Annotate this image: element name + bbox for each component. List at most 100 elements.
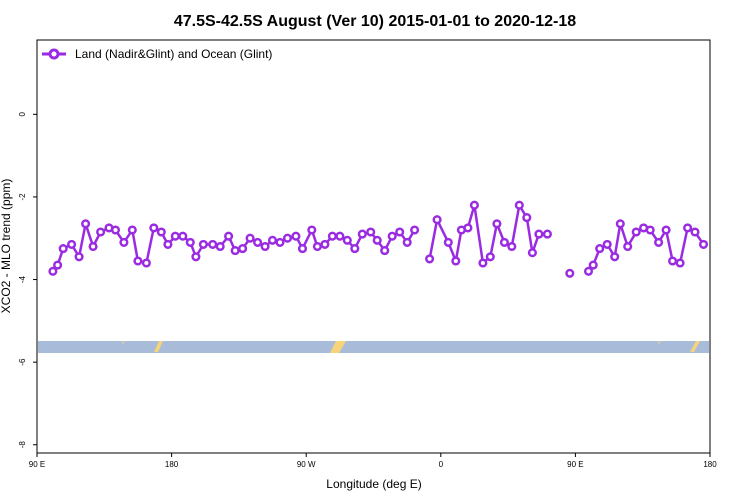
data-point-16 (163, 239, 173, 249)
data-point-1 (53, 260, 63, 270)
data-point-39 (335, 231, 345, 241)
data-point-55 (463, 223, 473, 233)
data-point-9 (110, 225, 121, 235)
data-point-0 (48, 266, 58, 276)
data-point-68 (583, 266, 594, 276)
data-point-75 (631, 227, 641, 237)
x-axis-label: Longitude (deg E) (326, 477, 421, 491)
data-point-37 (320, 239, 330, 249)
data-point-36 (312, 241, 322, 252)
data-point-64 (527, 248, 537, 258)
data-point-35 (307, 225, 317, 235)
data-point-56 (469, 200, 479, 210)
data-point-63 (522, 213, 532, 223)
data-point-59 (492, 219, 502, 229)
ocean-surface-band (38, 341, 709, 353)
y-tick-label-2: -4 (18, 275, 27, 283)
data-point-27 (245, 233, 255, 243)
data-point-74 (623, 241, 633, 252)
y-tick-label-0: 0 (18, 112, 27, 117)
data-point-69 (588, 260, 598, 270)
data-point-5 (81, 219, 91, 229)
data-point-47 (395, 227, 405, 237)
data-point-80 (668, 256, 678, 266)
x-tick-label-5: 180 (703, 460, 717, 469)
data-point-23 (215, 241, 225, 252)
data-point-34 (297, 244, 308, 254)
y-tick-label-1: -2 (18, 193, 27, 201)
data-point-29 (260, 241, 270, 252)
data-point-82 (683, 223, 693, 233)
series-layer (48, 200, 709, 278)
data-point-60 (499, 237, 509, 247)
y-tick-label-4: -8 (18, 441, 27, 449)
data-point-14 (149, 223, 159, 233)
data-point-71 (602, 239, 612, 249)
data-point-13 (141, 258, 151, 268)
data-point-50 (425, 254, 435, 264)
data-point-61 (507, 241, 517, 252)
data-point-53 (451, 256, 461, 266)
data-point-78 (654, 237, 664, 247)
data-point-52 (443, 237, 453, 247)
data-point-4 (74, 252, 84, 262)
data-point-21 (198, 239, 208, 249)
data-point-81 (675, 258, 685, 268)
data-point-25 (230, 246, 240, 256)
y-axis-label: XCO2 - MLO trend (ppm) (0, 179, 13, 314)
data-point-32 (282, 233, 293, 243)
data-point-62 (514, 200, 524, 210)
data-point-38 (327, 231, 337, 241)
land-mark-4 (122, 341, 125, 344)
data-point-46 (387, 231, 397, 241)
data-point-3 (67, 239, 77, 249)
x-tick-label-1: 180 (165, 460, 179, 469)
data-point-43 (366, 227, 376, 237)
data-point-10 (119, 237, 129, 247)
data-point-67 (565, 268, 575, 278)
x-tick-label-2: 90 W (297, 460, 316, 469)
data-point-51 (432, 215, 442, 225)
x-axis-ticks: 90 E 180 90 W 0 90 E 180 (29, 453, 717, 469)
ocean-band-fill (38, 341, 709, 353)
data-point-20 (191, 252, 201, 262)
data-point-84 (698, 239, 709, 249)
data-point-66 (542, 229, 552, 239)
data-point-48 (402, 237, 412, 247)
data-point-2 (58, 244, 68, 254)
data-point-83 (690, 227, 700, 237)
data-point-22 (208, 239, 218, 249)
data-point-26 (238, 244, 248, 254)
plot-frame (36, 39, 711, 454)
data-point-73 (615, 219, 625, 229)
legend-marker (48, 48, 60, 60)
land-mark-5 (658, 341, 661, 344)
data-point-30 (267, 235, 278, 245)
data-point-44 (372, 235, 382, 245)
x-tick-label-0: 90 E (29, 460, 45, 469)
data-point-58 (485, 252, 495, 262)
data-point-17 (170, 231, 180, 241)
land-mark-3 (690, 341, 700, 352)
data-point-15 (156, 227, 166, 237)
data-point-79 (661, 225, 671, 235)
data-point-7 (96, 227, 106, 237)
legend: Land (Nadir&Glint) and Ocean (Glint) (42, 47, 272, 61)
data-point-33 (291, 231, 301, 241)
data-point-40 (342, 235, 352, 245)
data-point-45 (380, 246, 390, 256)
data-point-65 (534, 229, 544, 239)
data-point-49 (410, 225, 420, 235)
data-point-42 (357, 229, 367, 239)
data-point-12 (133, 256, 143, 266)
land-marks (122, 341, 700, 353)
data-point-6 (88, 241, 98, 252)
data-point-77 (645, 225, 655, 235)
legend-label: Land (Nadir&Glint) and Ocean (Glint) (75, 47, 272, 61)
data-point-19 (185, 237, 195, 247)
data-point-28 (253, 237, 263, 247)
y-axis-ticks: 0 -2 -4 -6 -8 (18, 112, 37, 449)
data-point-57 (478, 258, 488, 268)
land-mark-1 (154, 341, 163, 352)
